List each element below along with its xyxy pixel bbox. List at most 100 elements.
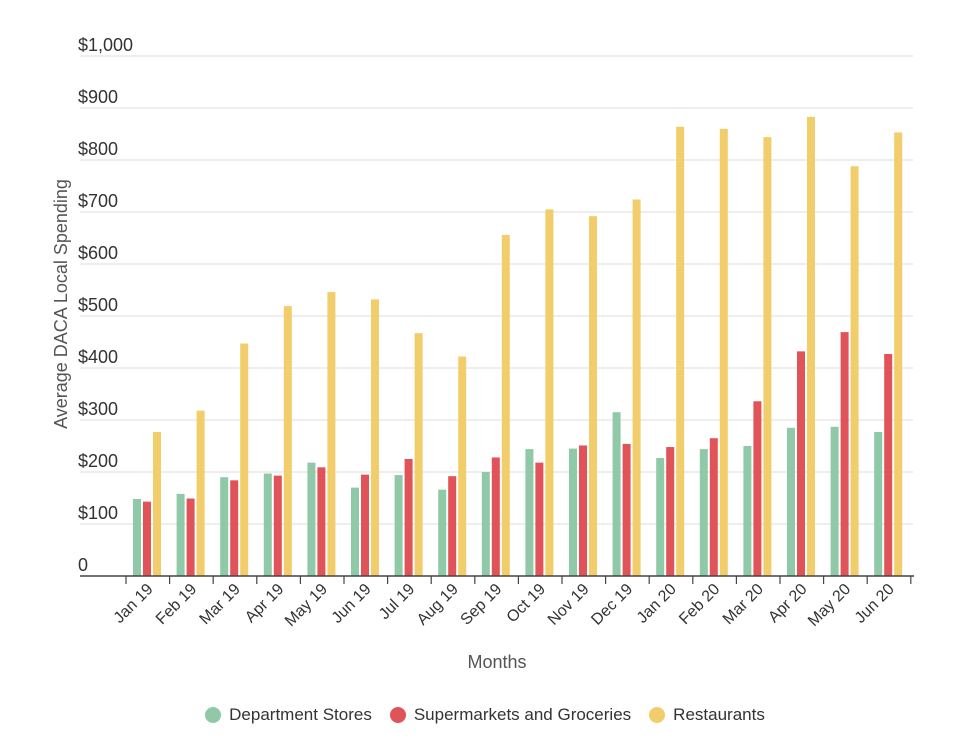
y-tick-label: $1,000 bbox=[78, 35, 133, 55]
y-tick-labels: 0 $100 $200 $300 $400 $500 $600 $700 $800 $900 $1,… bbox=[78, 35, 133, 575]
bar bbox=[307, 462, 316, 576]
x-tick-label: Aug 19 bbox=[414, 581, 462, 629]
bar bbox=[361, 474, 369, 576]
legend-item: Department Stores bbox=[205, 705, 372, 725]
bar bbox=[327, 292, 336, 576]
bar bbox=[763, 137, 772, 576]
x-tick-label: Dec 19 bbox=[588, 581, 636, 629]
x-tick-label: Apr 19 bbox=[242, 581, 287, 626]
bar bbox=[894, 132, 903, 576]
x-tick-label: Jul 19 bbox=[376, 581, 418, 623]
bar bbox=[612, 412, 621, 576]
bar bbox=[448, 476, 457, 576]
bar bbox=[797, 351, 805, 576]
bar bbox=[743, 446, 752, 576]
x-tick-label: Jun 19 bbox=[329, 581, 375, 627]
legend-label: Restaurants bbox=[673, 705, 765, 724]
x-tick-label: Apr 20 bbox=[765, 581, 810, 626]
bar bbox=[351, 487, 359, 576]
bar bbox=[535, 462, 544, 576]
bar bbox=[404, 459, 413, 576]
bar bbox=[632, 199, 641, 576]
bar bbox=[666, 447, 675, 576]
y-tick-label: $500 bbox=[78, 295, 118, 315]
y-tick-label: $800 bbox=[78, 139, 118, 159]
bar bbox=[579, 445, 587, 576]
bar bbox=[525, 449, 534, 576]
bar bbox=[273, 475, 282, 576]
legend: Department Stores Supermarkets and Grocer… bbox=[0, 705, 970, 725]
bar bbox=[230, 480, 239, 576]
y-tick-label: $300 bbox=[78, 399, 118, 419]
legend-label: Department Stores bbox=[229, 705, 372, 724]
x-tick-label: May 19 bbox=[282, 581, 331, 630]
bar bbox=[850, 166, 859, 577]
y-tick-label: $700 bbox=[78, 191, 118, 211]
y-tick-label: $100 bbox=[78, 503, 118, 523]
bar bbox=[589, 216, 597, 576]
x-tick-label: Jan 20 bbox=[634, 581, 680, 627]
bar bbox=[438, 489, 447, 576]
grid-lines bbox=[80, 55, 913, 525]
y-axis-title: Average DACA Local Spending bbox=[51, 179, 71, 429]
bar bbox=[830, 426, 839, 576]
bar bbox=[622, 443, 631, 576]
bar bbox=[709, 438, 718, 576]
x-tick-label: Nov 19 bbox=[545, 581, 593, 629]
bar bbox=[153, 431, 161, 576]
bar bbox=[240, 343, 249, 576]
bar bbox=[753, 401, 762, 576]
bar bbox=[676, 126, 685, 576]
legend-swatch bbox=[205, 707, 222, 723]
legend-label: Supermarkets and Groceries bbox=[413, 705, 632, 724]
bar bbox=[133, 499, 141, 576]
y-tick-label: $200 bbox=[78, 451, 118, 471]
bar bbox=[176, 493, 185, 576]
x-tick-label: Feb 19 bbox=[153, 581, 200, 628]
bar bbox=[481, 472, 490, 576]
y-tick-label: $900 bbox=[78, 87, 118, 107]
bar bbox=[699, 449, 708, 576]
bar bbox=[840, 332, 849, 576]
bar bbox=[807, 116, 815, 576]
bar bbox=[143, 501, 151, 576]
x-axis-title: Months bbox=[467, 652, 526, 672]
bar bbox=[458, 356, 467, 576]
legend-item: Supermarkets and Groceries bbox=[389, 705, 632, 725]
bar bbox=[283, 306, 292, 576]
bar bbox=[874, 431, 883, 576]
bar bbox=[787, 427, 795, 576]
bar bbox=[569, 448, 577, 576]
bar bbox=[491, 457, 500, 576]
bar bbox=[414, 333, 423, 576]
x-tick-label: Mar 20 bbox=[720, 581, 767, 628]
legend-swatch bbox=[389, 707, 406, 723]
legend-item: Restaurants bbox=[649, 705, 765, 725]
bar bbox=[884, 353, 893, 576]
bar bbox=[501, 234, 510, 576]
legend-swatch bbox=[649, 707, 666, 723]
bar bbox=[263, 473, 272, 576]
bar bbox=[656, 457, 665, 576]
bar bbox=[371, 299, 379, 576]
y-tick-label: 0 bbox=[78, 555, 88, 575]
x-tick-label: Oct 19 bbox=[504, 581, 549, 626]
x-tick-label: Sep 19 bbox=[458, 581, 506, 629]
x-tick-label: Feb 20 bbox=[676, 581, 723, 628]
bar bbox=[719, 128, 728, 577]
bar bbox=[186, 498, 195, 576]
y-tick-label: $600 bbox=[78, 243, 118, 263]
bar bbox=[220, 477, 229, 576]
bars bbox=[133, 116, 903, 577]
bar bbox=[545, 209, 554, 576]
bar bbox=[196, 410, 205, 576]
bar bbox=[394, 475, 403, 576]
bar-chart: 0 $100 $200 $300 $400 $500 $600 $700 $800 $900 $1,… bbox=[51, 35, 914, 672]
x-tick-label: May 20 bbox=[805, 581, 854, 630]
x-tick-label: Mar 19 bbox=[197, 581, 244, 628]
x-tick-label: Jan 19 bbox=[111, 581, 157, 627]
bar bbox=[317, 467, 326, 576]
y-tick-label: $400 bbox=[78, 347, 118, 367]
x-tick-label: Jun 20 bbox=[852, 581, 898, 627]
